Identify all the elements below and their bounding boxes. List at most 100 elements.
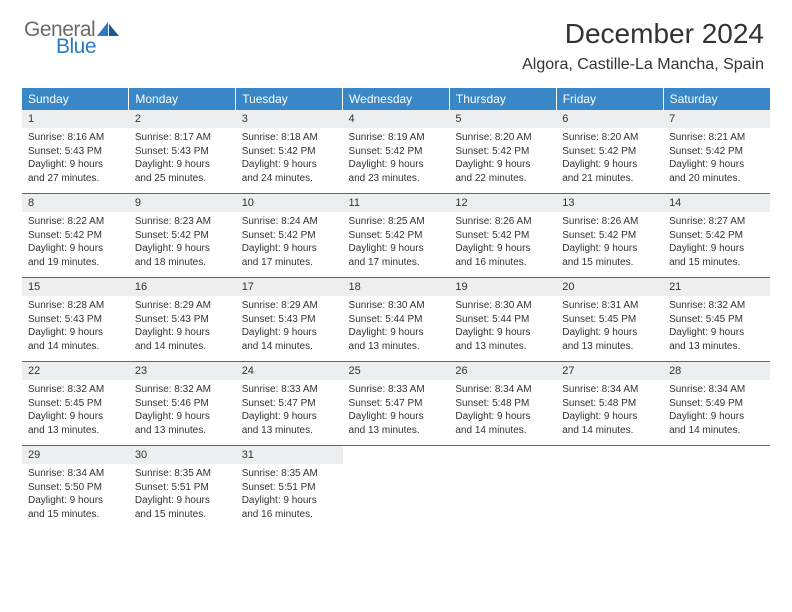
sunset-text: Sunset: 5:43 PM xyxy=(135,313,230,327)
logo-text-blue: Blue xyxy=(56,36,119,57)
day-content-cell: Sunrise: 8:31 AMSunset: 5:45 PMDaylight:… xyxy=(556,296,663,362)
sunrise-text: Sunrise: 8:26 AM xyxy=(562,215,657,229)
day-content-cell xyxy=(663,464,770,529)
day-content-cell: Sunrise: 8:35 AMSunset: 5:51 PMDaylight:… xyxy=(129,464,236,529)
sunrise-text: Sunrise: 8:30 AM xyxy=(349,299,444,313)
sunrise-text: Sunrise: 8:18 AM xyxy=(242,131,337,145)
daylight-text: Daylight: 9 hours xyxy=(455,242,550,256)
sunrise-text: Sunrise: 8:31 AM xyxy=(562,299,657,313)
day-header: Sunday xyxy=(22,88,129,110)
sunrise-text: Sunrise: 8:25 AM xyxy=(349,215,444,229)
day-content-cell: Sunrise: 8:28 AMSunset: 5:43 PMDaylight:… xyxy=(22,296,129,362)
sunrise-text: Sunrise: 8:34 AM xyxy=(28,467,123,481)
day-content-cell: Sunrise: 8:34 AMSunset: 5:48 PMDaylight:… xyxy=(449,380,556,446)
day-content-cell: Sunrise: 8:34 AMSunset: 5:48 PMDaylight:… xyxy=(556,380,663,446)
day-number-cell: 14 xyxy=(663,194,770,213)
day-content-cell: Sunrise: 8:33 AMSunset: 5:47 PMDaylight:… xyxy=(343,380,450,446)
daylight-text: Daylight: 9 hours xyxy=(455,326,550,340)
daylight-text: Daylight: 9 hours xyxy=(242,242,337,256)
sunrise-text: Sunrise: 8:20 AM xyxy=(562,131,657,145)
sunset-text: Sunset: 5:43 PM xyxy=(242,313,337,327)
location-label: Algora, Castille-La Mancha, Spain xyxy=(522,56,764,74)
day-content-cell: Sunrise: 8:29 AMSunset: 5:43 PMDaylight:… xyxy=(236,296,343,362)
sunrise-text: Sunrise: 8:21 AM xyxy=(669,131,764,145)
sunset-text: Sunset: 5:42 PM xyxy=(135,229,230,243)
sunrise-text: Sunrise: 8:17 AM xyxy=(135,131,230,145)
sunrise-text: Sunrise: 8:16 AM xyxy=(28,131,123,145)
sunset-text: Sunset: 5:43 PM xyxy=(28,313,123,327)
daylight-text: and 21 minutes. xyxy=(562,172,657,186)
content-row: Sunrise: 8:16 AMSunset: 5:43 PMDaylight:… xyxy=(22,128,770,194)
day-content-cell: Sunrise: 8:16 AMSunset: 5:43 PMDaylight:… xyxy=(22,128,129,194)
daylight-text: and 14 minutes. xyxy=(562,424,657,438)
day-number-cell: 16 xyxy=(129,278,236,297)
day-number-cell: 30 xyxy=(129,446,236,465)
day-header: Monday xyxy=(129,88,236,110)
sunrise-text: Sunrise: 8:20 AM xyxy=(455,131,550,145)
day-content-cell: Sunrise: 8:30 AMSunset: 5:44 PMDaylight:… xyxy=(343,296,450,362)
daylight-text: Daylight: 9 hours xyxy=(562,410,657,424)
daylight-text: Daylight: 9 hours xyxy=(28,410,123,424)
day-content-cell xyxy=(556,464,663,529)
daylight-text: and 14 minutes. xyxy=(135,340,230,354)
sunrise-text: Sunrise: 8:22 AM xyxy=(28,215,123,229)
sunset-text: Sunset: 5:50 PM xyxy=(28,481,123,495)
daylight-text: and 14 minutes. xyxy=(455,424,550,438)
day-content-cell: Sunrise: 8:29 AMSunset: 5:43 PMDaylight:… xyxy=(129,296,236,362)
day-number-cell: 31 xyxy=(236,446,343,465)
day-number-cell: 18 xyxy=(343,278,450,297)
daynum-row: 22232425262728 xyxy=(22,362,770,381)
day-number-cell: 3 xyxy=(236,110,343,128)
sunset-text: Sunset: 5:42 PM xyxy=(28,229,123,243)
content-row: Sunrise: 8:32 AMSunset: 5:45 PMDaylight:… xyxy=(22,380,770,446)
sunset-text: Sunset: 5:45 PM xyxy=(669,313,764,327)
daylight-text: Daylight: 9 hours xyxy=(135,410,230,424)
day-number-cell: 28 xyxy=(663,362,770,381)
sunrise-text: Sunrise: 8:23 AM xyxy=(135,215,230,229)
sunset-text: Sunset: 5:47 PM xyxy=(242,397,337,411)
day-content-cell: Sunrise: 8:32 AMSunset: 5:46 PMDaylight:… xyxy=(129,380,236,446)
header: General Blue December 2024 Algora, Casti… xyxy=(0,0,792,78)
sunset-text: Sunset: 5:42 PM xyxy=(669,229,764,243)
sunset-text: Sunset: 5:42 PM xyxy=(242,229,337,243)
day-number-cell: 22 xyxy=(22,362,129,381)
day-content-cell: Sunrise: 8:22 AMSunset: 5:42 PMDaylight:… xyxy=(22,212,129,278)
day-content-cell: Sunrise: 8:26 AMSunset: 5:42 PMDaylight:… xyxy=(556,212,663,278)
daylight-text: Daylight: 9 hours xyxy=(135,494,230,508)
day-content-cell: Sunrise: 8:25 AMSunset: 5:42 PMDaylight:… xyxy=(343,212,450,278)
sunset-text: Sunset: 5:47 PM xyxy=(349,397,444,411)
daylight-text: and 17 minutes. xyxy=(242,256,337,270)
sunrise-text: Sunrise: 8:35 AM xyxy=(135,467,230,481)
sunrise-text: Sunrise: 8:33 AM xyxy=(242,383,337,397)
day-number-cell xyxy=(556,446,663,465)
daylight-text: Daylight: 9 hours xyxy=(135,242,230,256)
sunset-text: Sunset: 5:51 PM xyxy=(135,481,230,495)
title-block: December 2024 Algora, Castille-La Mancha… xyxy=(522,18,764,74)
day-number-cell: 29 xyxy=(22,446,129,465)
sunset-text: Sunset: 5:48 PM xyxy=(562,397,657,411)
day-number-cell: 2 xyxy=(129,110,236,128)
sunrise-text: Sunrise: 8:34 AM xyxy=(455,383,550,397)
daylight-text: Daylight: 9 hours xyxy=(349,410,444,424)
daylight-text: Daylight: 9 hours xyxy=(669,410,764,424)
day-number-cell: 23 xyxy=(129,362,236,381)
day-number-cell: 12 xyxy=(449,194,556,213)
sunset-text: Sunset: 5:45 PM xyxy=(28,397,123,411)
sunset-text: Sunset: 5:44 PM xyxy=(455,313,550,327)
daylight-text: and 14 minutes. xyxy=(242,340,337,354)
day-number-cell: 17 xyxy=(236,278,343,297)
sunset-text: Sunset: 5:42 PM xyxy=(562,145,657,159)
daylight-text: Daylight: 9 hours xyxy=(28,158,123,172)
sunrise-text: Sunrise: 8:24 AM xyxy=(242,215,337,229)
logo-sail-icon xyxy=(97,20,119,36)
daylight-text: Daylight: 9 hours xyxy=(135,158,230,172)
daylight-text: and 16 minutes. xyxy=(455,256,550,270)
sunrise-text: Sunrise: 8:29 AM xyxy=(135,299,230,313)
sunrise-text: Sunrise: 8:35 AM xyxy=(242,467,337,481)
sunset-text: Sunset: 5:49 PM xyxy=(669,397,764,411)
day-content-cell: Sunrise: 8:32 AMSunset: 5:45 PMDaylight:… xyxy=(663,296,770,362)
day-content-cell: Sunrise: 8:34 AMSunset: 5:49 PMDaylight:… xyxy=(663,380,770,446)
daylight-text: and 13 minutes. xyxy=(242,424,337,438)
day-header: Friday xyxy=(556,88,663,110)
daylight-text: Daylight: 9 hours xyxy=(28,494,123,508)
